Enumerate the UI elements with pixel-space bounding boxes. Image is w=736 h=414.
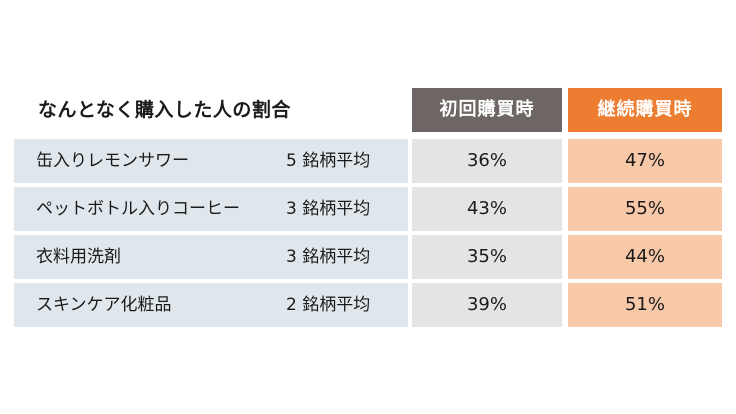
row-note: 2 銘柄平均	[286, 295, 371, 315]
row-note: 3 銘柄平均	[286, 247, 371, 267]
row-label-cell: 衣料用洗剤 3 銘柄平均	[14, 235, 408, 279]
value-first-purchase: 39%	[412, 283, 562, 327]
column-header-continued-purchase: 継続購買時	[568, 88, 722, 132]
value-first-purchase: 36%	[412, 139, 562, 183]
row-note: 3 銘柄平均	[286, 199, 371, 219]
value-continued-purchase: 51%	[568, 283, 722, 327]
column-header-first-purchase: 初回購買時	[412, 88, 562, 132]
row-category: ペットボトル入りコーヒー	[36, 199, 240, 219]
row-category: 衣料用洗剤	[36, 247, 121, 267]
row-label-cell: ペットボトル入りコーヒー 3 銘柄平均	[14, 187, 408, 231]
value-continued-purchase: 55%	[568, 187, 722, 231]
value-continued-purchase: 44%	[568, 235, 722, 279]
value-first-purchase: 35%	[412, 235, 562, 279]
row-category: 缶入りレモンサワー	[36, 151, 189, 171]
row-label-cell: 缶入りレモンサワー 5 銘柄平均	[14, 139, 408, 183]
row-label-cell: スキンケア化粧品 2 銘柄平均	[14, 283, 408, 327]
value-continued-purchase: 47%	[568, 139, 722, 183]
table-title: なんとなく購入した人の割合	[38, 99, 291, 121]
row-category: スキンケア化粧品	[36, 295, 172, 315]
row-note: 5 銘柄平均	[286, 151, 371, 171]
value-first-purchase: 43%	[412, 187, 562, 231]
